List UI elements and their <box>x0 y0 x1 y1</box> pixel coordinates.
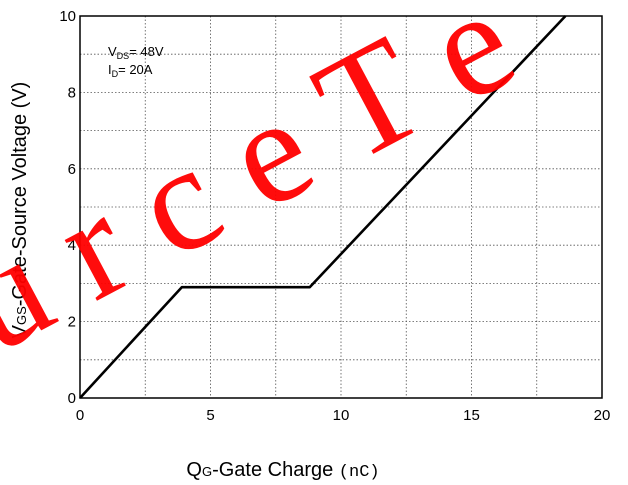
x-tick-label: 10 <box>333 407 350 424</box>
y-tick-labels: 0 2 4 6 8 10 <box>59 8 76 407</box>
grid <box>80 16 602 398</box>
watermark-text: u r c e T e <box>0 0 539 384</box>
plot-frame <box>79 15 603 399</box>
y-tick-label: 10 <box>59 8 76 25</box>
y-axis-title-rest: -Gate-Source Voltage (V) <box>9 82 31 307</box>
y-tick-label: 0 <box>68 390 76 407</box>
y-axis-title-v: V <box>9 324 31 338</box>
x-tick-labels: 0 5 10 15 20 <box>76 407 611 424</box>
watermark: u r c e T e <box>0 0 539 384</box>
x-axis-title: QG-Gate Charge (nC) <box>186 459 379 482</box>
x-tick-label: 15 <box>463 407 480 424</box>
y-tick-label: 4 <box>68 237 76 254</box>
x-axis-title-unit: (nC) <box>339 463 380 482</box>
x-tick-label: 5 <box>206 407 214 424</box>
y-axis-title-sub: GS <box>14 306 29 325</box>
x-tick-label: 20 <box>594 407 611 424</box>
x-axis-title-q: Q <box>186 459 202 481</box>
y-axis-title: VGS-Gate-Source Voltage (V) <box>9 82 31 339</box>
y-tick-label: 6 <box>68 161 76 178</box>
annotation-label: VDS= 48V <box>108 44 164 61</box>
x-axis-title-rest: -Gate Charge <box>212 459 339 481</box>
annotation-label: ID= 20A <box>108 62 153 79</box>
x-axis-title-sub: G <box>202 464 212 479</box>
x-tick-label: 0 <box>76 407 84 424</box>
y-tick-label: 2 <box>68 314 76 331</box>
series-group <box>79 15 567 399</box>
series-line <box>79 15 567 399</box>
y-tick-label: 8 <box>68 84 76 101</box>
